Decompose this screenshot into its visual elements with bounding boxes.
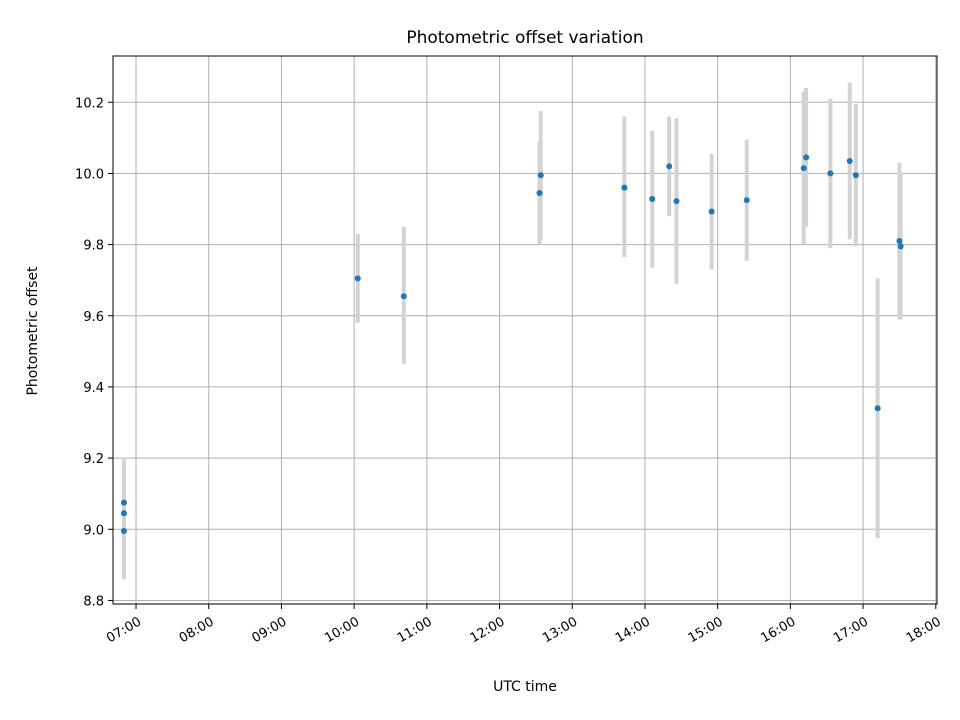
data-point	[120, 510, 127, 517]
data-point	[120, 499, 127, 506]
x-axis-label: UTC time	[493, 679, 557, 695]
data-point	[400, 293, 407, 300]
data-point	[852, 172, 859, 179]
y-tick-label: 10.0	[75, 167, 104, 182]
data-point	[874, 405, 881, 412]
y-axis-label: Photometric offset	[25, 266, 41, 396]
data-point	[708, 208, 715, 215]
data-point	[846, 157, 853, 164]
data-point	[536, 190, 543, 196]
plot-frame	[112, 55, 938, 605]
data-point	[897, 243, 904, 250]
data-point	[800, 165, 807, 172]
data-point	[649, 196, 656, 203]
data-point	[673, 198, 680, 205]
data-point	[803, 154, 810, 161]
grid	[113, 56, 937, 604]
data-point	[896, 238, 903, 245]
data-point	[743, 197, 750, 204]
data-points	[120, 154, 904, 535]
data-point	[120, 528, 127, 535]
data-point	[666, 163, 673, 170]
data-point	[827, 170, 834, 177]
y-tick-label: 9.6	[83, 310, 104, 325]
data-point	[621, 184, 628, 191]
y-axis-ticks: 8.8 9.0 9.2 9.4 9.6 9.8 10.0 10.2	[75, 96, 113, 609]
y-tick-label: 8.8	[83, 594, 104, 609]
y-tick-label: 9.8	[83, 239, 104, 254]
y-tick-label: 9.4	[83, 381, 104, 396]
data-point	[354, 275, 361, 282]
y-tick-label: 9.0	[83, 523, 104, 538]
y-tick-label: 9.2	[83, 452, 104, 467]
y-tick-label: 10.2	[75, 96, 104, 111]
chart-title: Photometric offset variation	[406, 28, 643, 48]
data-point	[537, 172, 544, 179]
